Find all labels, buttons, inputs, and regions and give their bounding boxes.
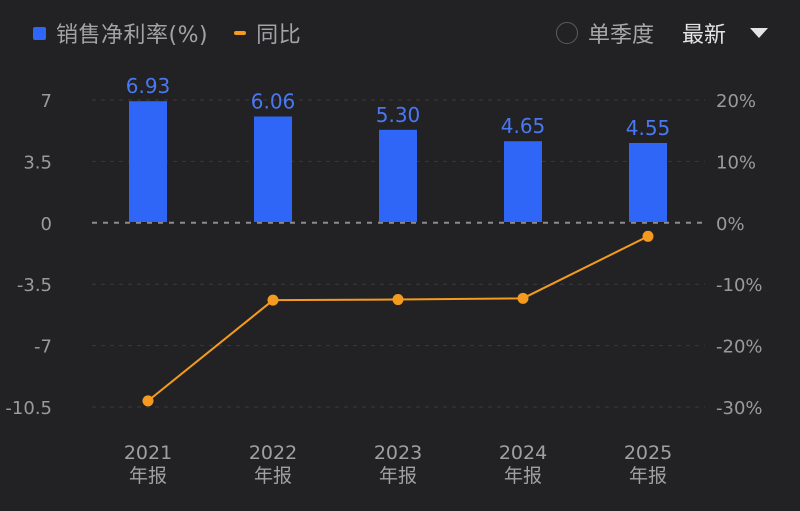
bar-swatch-icon bbox=[33, 26, 46, 40]
x-axis-year: 2024 bbox=[499, 442, 547, 464]
yoy-point bbox=[142, 395, 154, 407]
right-axis-tick: -10% bbox=[716, 275, 763, 296]
caret-down-icon[interactable] bbox=[750, 28, 768, 38]
line-swatch-icon bbox=[234, 31, 247, 35]
left-axis-tick: -7 bbox=[34, 337, 52, 358]
x-axis-period: 年报 bbox=[504, 465, 542, 487]
x-axis-year: 2022 bbox=[249, 442, 297, 464]
chart-controls: 单季度 最新 bbox=[555, 18, 768, 48]
x-axis-period: 年报 bbox=[254, 465, 292, 487]
left-axis-tick: 0 bbox=[41, 214, 52, 235]
x-axis-period: 年报 bbox=[629, 465, 667, 487]
yoy-point bbox=[642, 230, 654, 242]
right-axis-tick: -30% bbox=[716, 398, 763, 419]
bar-value-label: 6.06 bbox=[251, 89, 296, 113]
legend-label: 同比 bbox=[256, 23, 302, 48]
chart-legend: 销售净利率(%) 同比 bbox=[33, 18, 327, 48]
bar-value-label: 4.65 bbox=[501, 114, 546, 138]
x-axis-year: 2023 bbox=[374, 442, 422, 464]
legend-item-net-margin[interactable]: 销售净利率(%) bbox=[33, 17, 208, 49]
yoy-point bbox=[517, 292, 529, 304]
bar bbox=[379, 129, 417, 222]
left-axis-tick: -10.5 bbox=[5, 398, 52, 419]
left-axis-tick: 7 bbox=[41, 91, 52, 112]
bar-value-label: 4.55 bbox=[626, 116, 671, 140]
bar bbox=[254, 116, 292, 222]
right-axis-tick: 0% bbox=[716, 214, 745, 235]
single-quarter-label[interactable]: 单季度 bbox=[587, 23, 654, 48]
right-axis-tick: -20% bbox=[716, 337, 763, 358]
x-axis-year: 2025 bbox=[624, 442, 672, 464]
legend-item-yoy[interactable]: 同比 bbox=[234, 17, 301, 49]
yoy-line bbox=[147, 235, 649, 402]
yoy-point bbox=[392, 294, 404, 306]
x-axis-year: 2021 bbox=[124, 442, 172, 464]
right-axis-tick: 20% bbox=[716, 91, 756, 112]
x-axis-period: 年报 bbox=[379, 465, 417, 487]
bar-value-label: 5.30 bbox=[376, 103, 421, 127]
bar-value-label: 6.93 bbox=[126, 74, 171, 98]
left-axis-tick: 3.5 bbox=[23, 152, 52, 173]
bar bbox=[129, 101, 167, 222]
bar bbox=[504, 141, 542, 222]
left-axis-tick: -3.5 bbox=[17, 275, 52, 296]
yoy-point bbox=[267, 294, 279, 306]
period-select[interactable]: 最新 bbox=[681, 23, 726, 48]
x-axis-period: 年报 bbox=[129, 465, 167, 487]
bar bbox=[629, 142, 667, 222]
single-quarter-radio[interactable] bbox=[555, 22, 578, 44]
legend-label: 销售净利率(%) bbox=[56, 23, 209, 48]
right-axis-tick: 10% bbox=[716, 152, 756, 173]
